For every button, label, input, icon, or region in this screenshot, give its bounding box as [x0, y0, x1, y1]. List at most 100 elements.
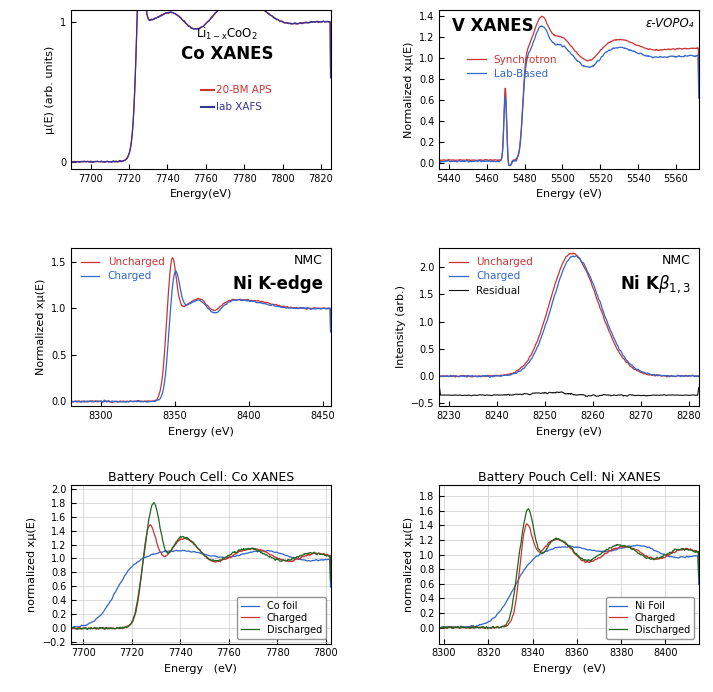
Charged [241, 295, 250, 304]
Lab-Based [538, 21, 546, 30]
Synchrotron [435, 157, 443, 165]
Line: Discharged: Discharged [71, 502, 331, 630]
Charged [589, 557, 597, 565]
X-axis label: Energy   (eV): Energy (eV) [533, 664, 605, 674]
X-axis label: Energy(eV): Energy(eV) [170, 189, 232, 199]
Line: Charged: Charged [439, 256, 699, 377]
Discharged [67, 624, 76, 632]
Line: Co foil: Co foil [71, 550, 331, 628]
Discharged [524, 504, 533, 513]
Discharged [241, 545, 250, 553]
Residual [558, 388, 567, 397]
Discharged [150, 498, 158, 507]
Uncharged [689, 372, 698, 380]
Uncharged [241, 296, 250, 304]
Text: $\rm Li_{1-x}CoO_2$: $\rm Li_{1-x}CoO_2$ [196, 26, 257, 42]
Charged [487, 624, 496, 632]
Charged [577, 257, 585, 265]
Lab-Based [505, 161, 513, 170]
Synchrotron [637, 42, 646, 51]
Co foil [262, 547, 271, 555]
Charged [145, 520, 154, 529]
Co foil [113, 584, 121, 592]
Title: Battery Pouch Cell: Co XANES: Battery Pouch Cell: Co XANES [108, 471, 294, 484]
Uncharged [694, 372, 703, 380]
Charged [435, 372, 443, 381]
Lab-Based [606, 46, 615, 54]
Charged [560, 262, 569, 271]
Text: NMC: NMC [662, 254, 691, 267]
Ni Foil [481, 619, 490, 628]
Line: Discharged: Discharged [439, 509, 699, 629]
Ni Foil [631, 542, 640, 550]
Lab-Based [694, 94, 703, 102]
Uncharged [590, 289, 599, 297]
Ni Foil [588, 547, 597, 555]
Ni Foil [553, 543, 561, 552]
X-axis label: Energy (eV): Energy (eV) [536, 426, 602, 437]
Charged [263, 300, 272, 309]
Legend: Ni Foil, Charged, Discharged: Ni Foil, Charged, Discharged [605, 597, 694, 639]
Ni Foil [609, 547, 617, 555]
Text: ε-VOPO₄: ε-VOPO₄ [645, 17, 694, 30]
Charged [172, 267, 180, 275]
Co foil [133, 558, 142, 566]
Y-axis label: Normalized xμ(E): Normalized xμ(E) [404, 42, 414, 138]
Residual [590, 391, 599, 399]
Lab-Based [637, 50, 646, 58]
Charged [435, 623, 443, 632]
Charged [67, 397, 76, 406]
Uncharged [649, 371, 657, 379]
Synchrotron [518, 116, 526, 125]
Text: 20-BM APS: 20-BM APS [217, 84, 272, 95]
Uncharged [263, 298, 272, 307]
Uncharged [569, 249, 578, 257]
Synchrotron [606, 37, 615, 46]
Charged [67, 624, 76, 632]
Residual [560, 389, 568, 397]
Uncharged [134, 397, 143, 406]
Legend: Uncharged, Charged: Uncharged, Charged [76, 253, 169, 286]
Uncharged [559, 258, 568, 266]
Y-axis label: normalized xμ(E): normalized xμ(E) [27, 517, 37, 612]
Charged [590, 284, 599, 292]
Charged [502, 622, 511, 630]
Text: Co XANES: Co XANES [180, 45, 273, 63]
Discharged [481, 624, 490, 632]
Uncharged [185, 299, 194, 307]
Co foil [185, 547, 193, 555]
Residual [435, 383, 443, 392]
Uncharged [451, 373, 459, 381]
Charged [327, 327, 335, 336]
Uncharged [435, 372, 443, 380]
X-axis label: Energy   (eV): Energy (eV) [165, 664, 237, 674]
Charged [101, 625, 109, 633]
Ni Foil [694, 581, 703, 589]
Text: Ni K$\beta_{1,3}$: Ni K$\beta_{1,3}$ [620, 273, 691, 295]
Uncharged [577, 257, 585, 265]
Charged [263, 549, 272, 557]
X-axis label: Energy (eV): Energy (eV) [536, 189, 602, 199]
Synchrotron [538, 12, 546, 21]
Ni Foil [436, 624, 444, 632]
Charged [694, 573, 703, 581]
Charged [113, 397, 122, 406]
Legend: Uncharged, Charged, Residual: Uncharged, Charged, Residual [445, 253, 537, 300]
Charged [523, 520, 531, 528]
Co foil [240, 549, 249, 558]
Discharged [113, 623, 122, 632]
Synchrotron [505, 161, 513, 170]
Line: Residual: Residual [439, 388, 699, 397]
Charged [221, 555, 230, 563]
Line: Uncharged: Uncharged [439, 253, 699, 377]
Charged [649, 370, 657, 379]
Discharged [609, 543, 617, 551]
Residual [694, 383, 703, 392]
Uncharged [560, 255, 569, 264]
Charged [113, 623, 122, 632]
Synchrotron [694, 82, 703, 91]
Residual [689, 391, 697, 399]
Charged [559, 266, 568, 274]
Title: Battery Pouch Cell: Ni XANES: Battery Pouch Cell: Ni XANES [478, 471, 660, 484]
Charged [77, 398, 86, 406]
